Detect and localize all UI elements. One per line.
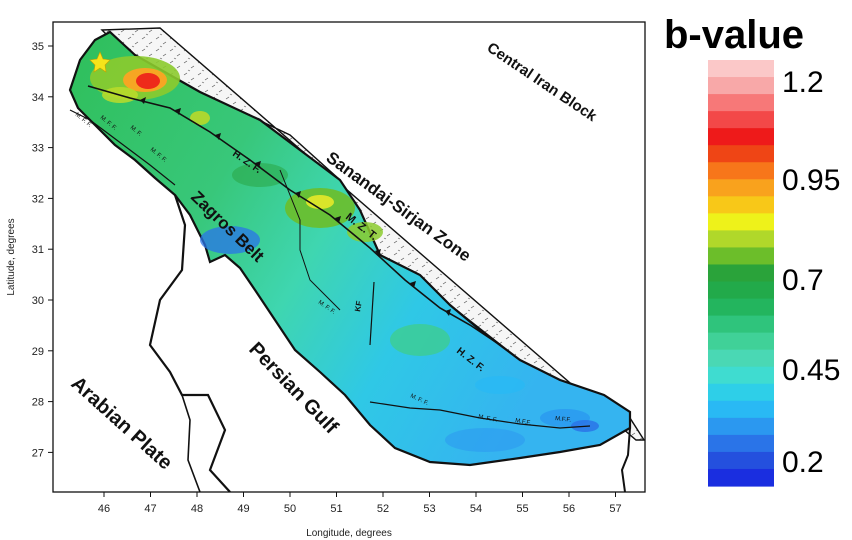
colorbar-swatch bbox=[708, 162, 774, 180]
colorbar-title: b-value bbox=[664, 13, 804, 57]
mff-label-6: M. F. F. bbox=[478, 414, 498, 424]
colorbar bbox=[708, 60, 774, 487]
southern-coast bbox=[620, 427, 631, 492]
colorbar-tick-label: 0.95 bbox=[782, 164, 840, 197]
colorbar-swatch bbox=[708, 60, 774, 78]
colorbar-swatch bbox=[708, 298, 774, 317]
colorbar-tick-label: 0.45 bbox=[782, 354, 840, 387]
map-frame bbox=[52, 21, 646, 493]
central-iran-block-label: Central Iran Block bbox=[484, 39, 600, 125]
x-tick-label: 57 bbox=[609, 503, 621, 515]
y-axis-title: Latitude, degrees bbox=[6, 218, 17, 295]
colorbar-swatch bbox=[708, 417, 774, 436]
x-tick-label: 49 bbox=[237, 503, 249, 515]
colorbar-swatch bbox=[708, 77, 774, 95]
colorbar-swatch bbox=[708, 451, 774, 470]
arabian-plate-label: Arabian Plate bbox=[67, 372, 177, 474]
colorbar-swatch bbox=[708, 468, 774, 487]
x-tick-label: 50 bbox=[284, 503, 296, 515]
colorbar-swatch bbox=[708, 264, 774, 283]
colorbar-swatch bbox=[708, 281, 774, 300]
y-tick-label: 32 bbox=[32, 193, 44, 205]
y-tick-label: 33 bbox=[32, 143, 44, 155]
colorbar-swatch bbox=[708, 128, 774, 146]
y-tick-label: 30 bbox=[32, 295, 44, 307]
zagros-thrust-south bbox=[279, 169, 341, 311]
y-tick-label: 31 bbox=[32, 244, 44, 256]
star-icon bbox=[89, 51, 111, 73]
x-tick-label: 48 bbox=[191, 503, 203, 515]
colorbar-tick-label: 0.7 bbox=[782, 264, 824, 297]
arabian-coast bbox=[181, 394, 201, 492]
colorbar-swatch bbox=[708, 196, 774, 214]
colorbar-tick-label: 1.2 bbox=[782, 66, 824, 99]
zagros-b-value-surface bbox=[68, 30, 632, 467]
mff-label-7: M.F.F. bbox=[515, 418, 532, 427]
colorbar-swatch bbox=[708, 400, 774, 419]
colorbar-swatch bbox=[708, 383, 774, 402]
mff-label-8: M.F.F. bbox=[555, 416, 572, 424]
colorbar-swatch bbox=[708, 349, 774, 368]
y-tick-label: 34 bbox=[32, 92, 44, 104]
y-axis: 35 34 33 32 31 30 29 28 27 bbox=[32, 41, 53, 459]
colorbar-swatch bbox=[708, 213, 774, 231]
x-tick-label: 55 bbox=[516, 503, 528, 515]
x-tick-label: 53 bbox=[423, 503, 435, 515]
colorbar-swatch bbox=[708, 247, 774, 266]
x-tick-label: 56 bbox=[563, 503, 575, 515]
kf-label: KF bbox=[353, 300, 364, 312]
persian-gulf-coastline bbox=[148, 194, 231, 492]
x-tick-label: 54 bbox=[470, 503, 482, 515]
x-axis-title: Longitude, degrees bbox=[306, 528, 392, 539]
colorbar-tick-label: 0.2 bbox=[782, 446, 824, 479]
y-tick-label: 28 bbox=[32, 397, 44, 409]
colorbar-swatch bbox=[708, 179, 774, 197]
thrust-teeth bbox=[140, 97, 451, 316]
colorbar-swatch bbox=[708, 94, 774, 112]
x-tick-label: 52 bbox=[377, 503, 389, 515]
colorbar-swatch bbox=[708, 434, 774, 453]
colorbar-swatch bbox=[708, 145, 774, 163]
x-axis: 46 47 48 49 50 51 52 53 54 55 56 57 bbox=[98, 492, 622, 515]
colorbar-swatch bbox=[708, 111, 774, 129]
y-tick-label: 27 bbox=[32, 447, 44, 459]
y-tick-label: 29 bbox=[32, 346, 44, 358]
y-tick-label: 35 bbox=[32, 41, 44, 53]
mountain-front-fault-line bbox=[69, 109, 176, 186]
x-tick-label: 51 bbox=[330, 503, 342, 515]
map-area: Central Iran Block Sanandaj-Sirjan Zone … bbox=[67, 27, 645, 492]
colorbar-labels: 1.2 0.95 0.7 0.45 0.2 bbox=[782, 66, 840, 479]
colorbar-swatch bbox=[708, 332, 774, 351]
x-tick-label: 47 bbox=[144, 503, 156, 515]
colorbar-swatch bbox=[708, 315, 774, 334]
x-tick-label: 46 bbox=[98, 503, 110, 515]
main-zagros-thrust-line bbox=[87, 85, 501, 346]
kazerun-fault bbox=[369, 281, 375, 346]
southern-fault-line bbox=[369, 401, 591, 429]
colorbar-swatch bbox=[708, 366, 774, 385]
colorbar-swatch bbox=[708, 230, 774, 249]
